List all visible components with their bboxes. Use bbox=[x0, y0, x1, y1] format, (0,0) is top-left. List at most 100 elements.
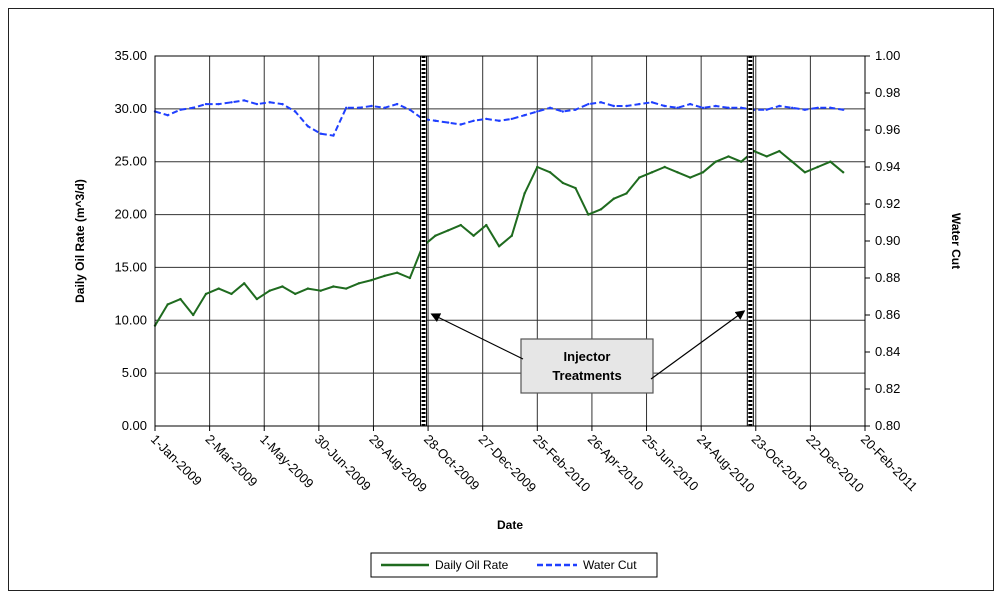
data-point-daily-oil-rate bbox=[268, 289, 271, 292]
x-tick-label: 27-Dec-2009 bbox=[476, 432, 540, 496]
data-point-water-cut bbox=[408, 108, 412, 111]
y2-tick-label: 0.88 bbox=[875, 270, 900, 285]
data-point-water-cut bbox=[497, 119, 501, 123]
data-point-daily-oil-rate bbox=[689, 176, 692, 179]
data-point-daily-oil-rate bbox=[663, 165, 666, 169]
data-point-daily-oil-rate bbox=[510, 234, 513, 237]
data-point-daily-oil-rate bbox=[383, 274, 386, 278]
data-point-water-cut bbox=[255, 102, 259, 106]
data-point-water-cut bbox=[740, 106, 743, 110]
data-point-water-cut bbox=[625, 104, 628, 108]
data-point-daily-oil-rate bbox=[357, 282, 361, 285]
y2-axis-ticks: 0.80 0.82 0.84 0.86 0.88 0.90 0.92 0.94 0.96 0.98… bbox=[865, 48, 900, 433]
data-point-daily-oil-rate bbox=[230, 292, 233, 296]
x-tick-label: 26-Apr-2010 bbox=[585, 432, 647, 494]
data-point-water-cut bbox=[179, 108, 182, 111]
data-point-water-cut bbox=[599, 101, 603, 104]
data-point-daily-oil-rate bbox=[370, 278, 373, 282]
data-point-water-cut bbox=[345, 106, 348, 110]
data-point-water-cut bbox=[523, 114, 526, 117]
x-tick-label: 25-Jun-2010 bbox=[639, 432, 701, 494]
y2-tick-label: 0.80 bbox=[875, 418, 900, 433]
data-point-water-cut bbox=[701, 106, 705, 110]
data-point-daily-oil-rate bbox=[829, 160, 832, 163]
data-point-daily-oil-rate bbox=[306, 287, 310, 290]
data-point-water-cut bbox=[370, 104, 373, 108]
data-point-water-cut bbox=[536, 110, 539, 113]
y-tick-label: 15.00 bbox=[114, 259, 147, 274]
data-point-daily-oil-rate bbox=[485, 223, 488, 227]
data-point-water-cut bbox=[383, 106, 386, 110]
data-point-daily-oil-rate bbox=[179, 297, 182, 301]
data-point-water-cut bbox=[650, 101, 654, 104]
data-point-water-cut bbox=[166, 114, 169, 117]
x-tick-label: 29-Aug-2009 bbox=[366, 432, 430, 496]
data-point-daily-oil-rate bbox=[192, 313, 195, 317]
x-tick-label: 2-Mar-2009 bbox=[202, 432, 260, 490]
data-point-water-cut bbox=[816, 106, 819, 110]
data-point-daily-oil-rate bbox=[217, 287, 220, 290]
data-point-water-cut bbox=[765, 108, 768, 111]
data-point-water-cut bbox=[510, 117, 513, 121]
data-point-daily-oil-rate bbox=[816, 165, 819, 169]
data-point-water-cut bbox=[268, 101, 271, 104]
data-point-daily-oil-rate bbox=[345, 287, 348, 290]
data-point-water-cut bbox=[842, 108, 845, 111]
data-point-daily-oil-rate bbox=[446, 229, 450, 232]
y2-tick-label: 0.84 bbox=[875, 344, 900, 359]
data-point-daily-oil-rate bbox=[625, 192, 628, 195]
annotation-arrow-right bbox=[650, 310, 746, 380]
grid-lines bbox=[154, 55, 866, 427]
data-point-daily-oil-rate bbox=[332, 285, 335, 288]
data-point-water-cut bbox=[459, 123, 462, 126]
data-point-water-cut bbox=[294, 110, 297, 113]
data-point-water-cut bbox=[689, 102, 692, 106]
data-point-daily-oil-rate bbox=[842, 171, 845, 174]
data-point-daily-oil-rate bbox=[701, 171, 705, 174]
data-point-daily-oil-rate bbox=[765, 155, 768, 158]
x-tick-label: 1-Jan-2009 bbox=[148, 432, 205, 489]
data-point-water-cut bbox=[485, 117, 488, 121]
data-point-daily-oil-rate bbox=[650, 171, 654, 174]
x-tick-label: 20-Feb-2011 bbox=[858, 432, 921, 495]
water-cut-oil-rate-chart: 0.00 5.00 10.00 15.00 20.00 25.00 30.00 35.00 0… bbox=[73, 48, 963, 578]
x-tick-label: 24-Aug-2010 bbox=[694, 432, 758, 496]
data-point-daily-oil-rate bbox=[599, 208, 603, 211]
data-point-daily-oil-rate bbox=[281, 285, 284, 288]
data-point-daily-oil-rate bbox=[612, 197, 615, 200]
data-point-daily-oil-rate bbox=[803, 171, 807, 174]
y2-tick-label: 0.92 bbox=[875, 196, 900, 211]
plot-area-border bbox=[154, 55, 866, 427]
x-tick-label: 30-Jun-2009 bbox=[312, 432, 374, 494]
data-point-daily-oil-rate bbox=[548, 171, 552, 174]
y2-tick-label: 0.86 bbox=[875, 307, 900, 322]
y-axis-ticks: 0.00 5.00 10.00 15.00 20.00 25.00 30.00 35.00 bbox=[114, 48, 147, 433]
data-point-water-cut bbox=[434, 119, 437, 123]
data-point-daily-oil-rate bbox=[714, 160, 717, 163]
data-point-daily-oil-rate bbox=[638, 176, 641, 179]
data-point-daily-oil-rate bbox=[319, 289, 322, 292]
data-point-water-cut bbox=[727, 106, 730, 110]
data-point-water-cut bbox=[217, 102, 220, 106]
annotation-line-2: Treatments bbox=[552, 368, 621, 383]
data-point-water-cut bbox=[319, 132, 322, 135]
data-point-daily-oil-rate bbox=[778, 149, 781, 153]
legend-label-water-cut: Water Cut bbox=[583, 558, 637, 572]
data-point-water-cut bbox=[612, 104, 615, 108]
data-point-water-cut bbox=[230, 101, 233, 104]
chart-frame: 0.00 5.00 10.00 15.00 20.00 25.00 30.00 35.00 0… bbox=[8, 8, 994, 591]
data-point-daily-oil-rate bbox=[204, 292, 208, 296]
y-axis-title: Daily Oil Rate (m^3/d) bbox=[73, 179, 87, 303]
y2-tick-label: 0.82 bbox=[875, 381, 900, 396]
injector-treatments-annotation: Injector Treatments bbox=[430, 310, 746, 394]
data-point-daily-oil-rate bbox=[166, 303, 169, 306]
y-tick-label: 25.00 bbox=[114, 154, 147, 169]
legend: Daily Oil Rate Water Cut bbox=[370, 552, 658, 578]
y-tick-label: 35.00 bbox=[114, 48, 147, 63]
data-point-daily-oil-rate bbox=[408, 276, 412, 280]
x-axis-ticks: 1-Jan-20092-Mar-20091-May-200930-Jun-200… bbox=[148, 426, 921, 496]
y2-tick-label: 0.90 bbox=[875, 233, 900, 248]
data-point-daily-oil-rate bbox=[243, 282, 246, 285]
data-point-daily-oil-rate bbox=[395, 271, 399, 274]
annotation-line-1: Injector bbox=[564, 349, 611, 364]
